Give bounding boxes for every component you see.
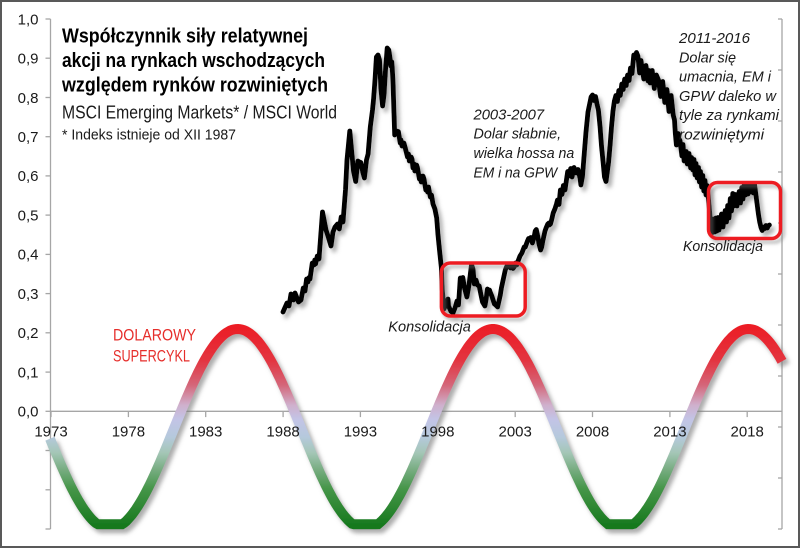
svg-text:umacnia, EM i: umacnia, EM i: [679, 69, 772, 86]
svg-text:Konsolidacja: Konsolidacja: [683, 238, 763, 255]
svg-text:1988: 1988: [266, 424, 299, 441]
svg-text:Współczynnik siły relatywnej: Współczynnik siły relatywnej: [62, 26, 308, 48]
svg-text:0,2: 0,2: [18, 325, 39, 342]
svg-text:1993: 1993: [344, 424, 377, 441]
svg-text:Konsolidacja: Konsolidacja: [388, 318, 471, 335]
svg-text:1998: 1998: [421, 424, 454, 441]
svg-text:1,0: 1,0: [18, 11, 39, 28]
svg-text:rozwiniętymi: rozwiniętymi: [679, 126, 765, 143]
svg-text:2011-2016: 2011-2016: [678, 30, 751, 47]
svg-text:0,8: 0,8: [18, 90, 39, 107]
svg-text:SUPERCYKL: SUPERCYKL: [113, 346, 190, 365]
svg-text:1973: 1973: [34, 424, 67, 441]
svg-text:2008: 2008: [576, 424, 609, 441]
svg-text:0,5: 0,5: [18, 207, 39, 224]
svg-text:0,9: 0,9: [18, 51, 39, 68]
svg-text:2003: 2003: [499, 424, 532, 441]
svg-text:Dolar się: Dolar się: [679, 49, 736, 66]
svg-text:0,0: 0,0: [18, 404, 39, 421]
svg-text:2018: 2018: [731, 424, 764, 441]
svg-text:1983: 1983: [189, 424, 222, 441]
svg-text:DOLAROWY: DOLAROWY: [113, 326, 196, 345]
svg-text:Dolar słabnie,: Dolar słabnie,: [474, 126, 562, 143]
svg-text:1978: 1978: [112, 424, 145, 441]
svg-text:MSCI Emerging Markets* / MSCI: MSCI Emerging Markets* / MSCI World: [62, 103, 337, 123]
svg-text:tyle za rynkami: tyle za rynkami: [679, 107, 780, 124]
svg-text:0,7: 0,7: [18, 129, 39, 146]
svg-text:2013: 2013: [653, 424, 686, 441]
svg-text:0,1: 0,1: [18, 364, 39, 381]
svg-text:* Indeks istnieje od XII 1987: * Indeks istnieje od XII 1987: [62, 127, 236, 144]
svg-text:0,6: 0,6: [18, 168, 39, 185]
svg-text:akcji na rynkach wschodzących: akcji na rynkach wschodzących: [62, 50, 325, 72]
svg-text:0,4: 0,4: [18, 247, 39, 264]
svg-text:EM i na GPW: EM i na GPW: [474, 164, 559, 181]
svg-text:GPW daleko w: GPW daleko w: [679, 88, 777, 105]
svg-text:względem rynków rozwiniętych: względem rynków rozwiniętych: [61, 74, 328, 96]
svg-text:0,3: 0,3: [18, 286, 39, 303]
svg-text:2003-2007: 2003-2007: [473, 106, 545, 123]
svg-text:wielka hossa na: wielka hossa na: [474, 145, 575, 162]
